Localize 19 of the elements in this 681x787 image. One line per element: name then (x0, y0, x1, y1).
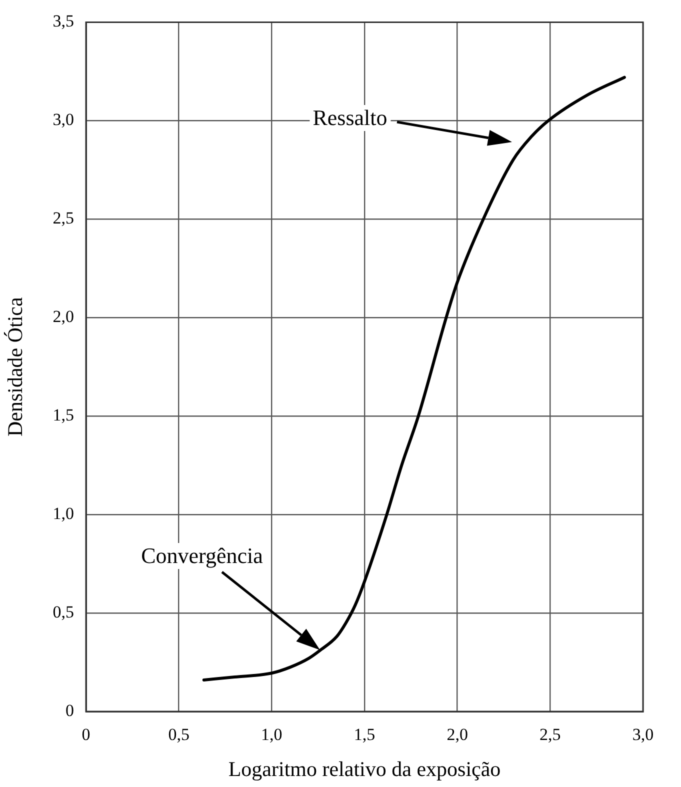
annotation: Convergência (138, 543, 266, 569)
y-tick-label: 2,0 (52, 307, 74, 326)
y-tick-label: 1,5 (52, 406, 74, 425)
y-tick-label: 3,5 (52, 12, 74, 31)
x-tick-label: 2,5 (540, 725, 561, 744)
x-axis-title: Logaritmo relativo da exposição (228, 756, 501, 781)
x-tick-label: 2,0 (446, 725, 468, 744)
x-tick-label: 0 (82, 725, 90, 744)
x-tick-label: 1,5 (354, 725, 376, 744)
x-tick-label: 1,0 (261, 725, 282, 744)
x-tick-label: 3,0 (632, 725, 654, 744)
x-tick-label: 0,5 (168, 725, 190, 744)
y-tick-label: 3,0 (52, 110, 74, 130)
annotation: Ressalto (310, 105, 390, 131)
y-tick-label: 1,0 (52, 504, 74, 524)
y-tick-label: 0,5 (52, 602, 74, 622)
y-tick-label: 2,5 (52, 208, 74, 228)
y-axis-title: Densidade Ótica (3, 296, 28, 437)
y-tick-label: 0 (66, 700, 74, 720)
